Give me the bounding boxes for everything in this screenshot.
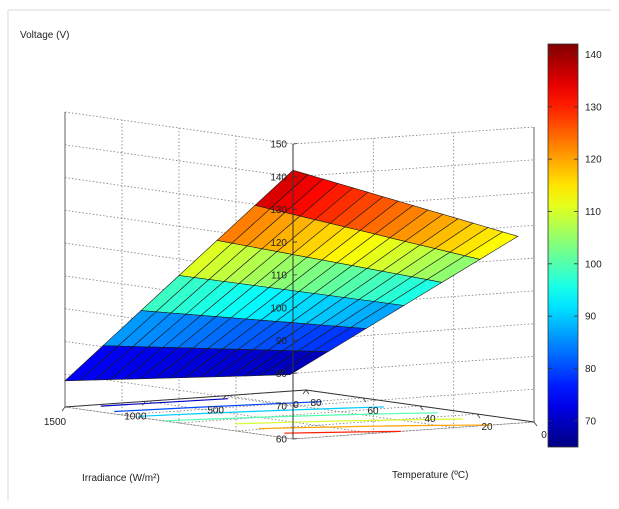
floor-contour: [100, 398, 228, 407]
temperature-tick-label: 80: [310, 398, 322, 409]
z-tick: [292, 306, 298, 309]
z-tick-label: 90: [276, 336, 288, 347]
irradiance-tick-label: 500: [207, 406, 224, 417]
irradiance-tick-label: 1000: [124, 411, 147, 422]
temperature-tick-label: 40: [424, 414, 436, 425]
irradiance-tick-label: 1500: [44, 417, 67, 428]
irradiance-axis-line: [64, 389, 307, 408]
voltage-surface: [64, 169, 519, 382]
colorbar-tick-label: 120: [585, 155, 602, 166]
irradiance-tick: [222, 395, 226, 400]
temperature-tick-label: 60: [367, 406, 379, 417]
z-tick: [292, 143, 298, 145]
z-tick-label: 110: [271, 271, 287, 282]
irradiance-tick: [302, 389, 307, 395]
colorbar-gradient: [547, 43, 579, 448]
colorbar-tick-label: 80: [585, 364, 597, 375]
temperature-tick: [362, 397, 367, 403]
colorbar: 70 80 90 100 110 120 130 140: [547, 43, 602, 448]
z-tick: [292, 339, 298, 342]
z-tick: [292, 241, 298, 243]
axes: 60 70 80 90 100 110 120 130 140 150 Voltage (V) 0 50…: [20, 30, 547, 484]
z-tick: [292, 175, 298, 178]
z-tick-label: 150: [270, 140, 287, 151]
temperature-tick-label: 20: [481, 422, 493, 433]
colorbar-tick-label: 90: [585, 312, 597, 323]
z-tick-label: 130: [270, 205, 287, 216]
z-tick: [292, 438, 298, 440]
floor-contour: [235, 418, 463, 425]
irradiance-tick: [142, 401, 146, 406]
temperature-tick: [476, 413, 481, 419]
z-axis-label: Voltage (V): [20, 30, 69, 41]
floor-contour: [138, 406, 384, 417]
temperature-tick-label: 0: [541, 430, 547, 441]
z-tick-label: 70: [276, 402, 288, 413]
colorbar-tick-label: 110: [585, 207, 601, 218]
z-tick: [292, 405, 298, 407]
colorbar-tick-label: 130: [585, 102, 602, 113]
z-tick: [292, 208, 298, 210]
z-tick-label: 100: [270, 303, 287, 314]
irradiance-tick-label: 0: [293, 400, 299, 411]
floor-contour: [284, 430, 402, 434]
z-tick: [292, 274, 298, 276]
irradiance-tick: [61, 406, 66, 412]
colorbar-tick-label: 140: [585, 50, 602, 61]
floor-contour: [258, 424, 491, 430]
z-tick: [292, 372, 298, 374]
z-tick-label: 80: [276, 369, 288, 380]
colorbar-tick-label: 70: [585, 416, 597, 427]
temperature-tick: [419, 405, 424, 411]
z-tick-label: 140: [270, 172, 287, 183]
temperature-tick: [305, 389, 310, 395]
colorbar-tick-label: 100: [585, 259, 602, 270]
floor-contour: [164, 412, 438, 422]
temperature-tick: [533, 421, 538, 427]
irradiance-axis-label: Irradiance (W/m²): [82, 473, 160, 484]
z-tick-label: 60: [276, 435, 288, 446]
surface-patch: [273, 350, 329, 376]
temperature-axis-label: Temperature (ºC): [392, 470, 468, 481]
z-tick-label: 120: [270, 238, 287, 249]
